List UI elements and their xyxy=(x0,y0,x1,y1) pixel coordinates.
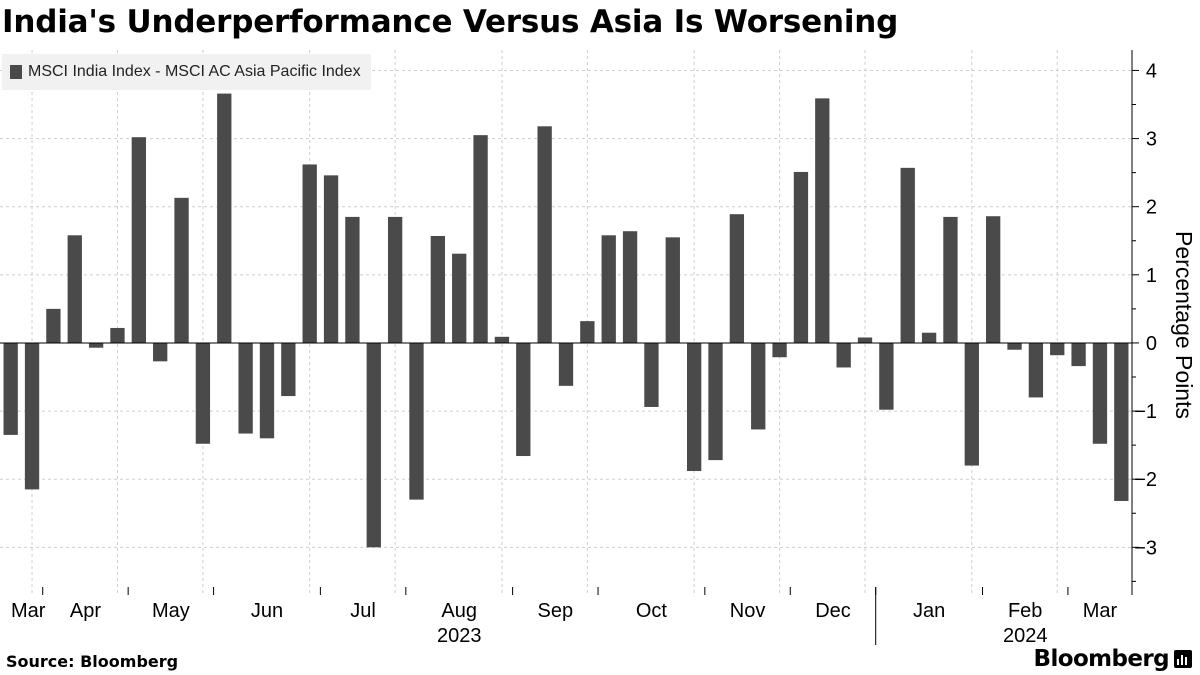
bar xyxy=(259,342,275,439)
bar xyxy=(857,337,873,343)
source-note: Source: Bloomberg xyxy=(6,652,179,671)
bar xyxy=(815,98,830,343)
bar xyxy=(366,342,381,548)
bar xyxy=(943,216,958,343)
bar xyxy=(195,342,211,444)
x-tick-label: Jul xyxy=(350,600,376,622)
bar xyxy=(387,216,403,343)
bar xyxy=(67,235,82,343)
y-tick-label: −3 xyxy=(1134,537,1157,559)
y-axis-label: Percentage Points xyxy=(1171,231,1197,419)
bar-series xyxy=(3,93,1129,548)
bar xyxy=(302,164,317,343)
brand-name: Bloomberg xyxy=(1033,646,1170,672)
bar xyxy=(131,137,146,343)
bar xyxy=(1007,342,1022,350)
y-tick-label: 2 xyxy=(1146,197,1157,219)
bar xyxy=(986,216,1001,343)
x-tick-label: Mar xyxy=(1083,600,1118,622)
bar xyxy=(1050,342,1065,356)
bar xyxy=(473,135,488,343)
bar xyxy=(580,321,595,343)
bar xyxy=(323,175,339,343)
bar xyxy=(46,308,61,343)
bar xyxy=(558,342,574,386)
bar xyxy=(494,336,510,343)
bar xyxy=(665,237,680,343)
bar xyxy=(793,171,809,343)
bar xyxy=(345,216,360,343)
bar xyxy=(836,342,851,368)
bar xyxy=(1071,342,1086,367)
bar xyxy=(601,235,616,343)
y-tick-label: 3 xyxy=(1146,129,1157,151)
bar xyxy=(1092,342,1108,444)
bar xyxy=(110,327,125,343)
year-label: 2023 xyxy=(437,625,482,647)
y-tick-label: 1 xyxy=(1146,265,1157,287)
bar xyxy=(3,342,18,435)
legend-swatch xyxy=(10,65,22,79)
bar xyxy=(772,342,787,358)
bar xyxy=(516,342,531,457)
gridlines xyxy=(0,50,1132,595)
y-tick-label: −2 xyxy=(1134,469,1157,491)
x-tick-label: Apr xyxy=(70,600,101,622)
bar xyxy=(174,197,189,343)
x-tick-label: Aug xyxy=(441,600,477,622)
y-tick-label: −1 xyxy=(1134,401,1157,423)
bar xyxy=(153,342,168,362)
bar xyxy=(452,253,467,343)
year-label: 2024 xyxy=(1003,625,1048,647)
bar xyxy=(430,235,446,343)
bar xyxy=(281,342,296,397)
bar xyxy=(751,342,766,430)
bar xyxy=(879,342,894,410)
bar xyxy=(1028,342,1044,398)
bar xyxy=(24,342,40,490)
bar xyxy=(217,93,232,343)
x-tick-label: Sep xyxy=(538,600,574,622)
x-tick-label: May xyxy=(152,600,190,622)
x-tick-label: Jun xyxy=(251,600,283,622)
bar xyxy=(921,332,937,343)
bar xyxy=(708,342,723,461)
bar-chart-icon xyxy=(1174,650,1192,668)
x-tick-label: Oct xyxy=(636,600,668,622)
bar xyxy=(900,167,915,343)
x-tick-label: Mar xyxy=(11,600,46,622)
bar xyxy=(409,342,424,500)
legend-label: MSCI India Index - MSCI AC Asia Pacific … xyxy=(28,63,361,80)
bar xyxy=(644,342,659,407)
y-tick-label: 4 xyxy=(1146,60,1157,82)
brand-logo: Bloomberg xyxy=(1034,646,1192,672)
x-tick-label: Nov xyxy=(730,600,766,622)
y-axis: −3 −2 −1 0 1 2 3 4 xyxy=(0,50,1157,595)
bar xyxy=(238,342,253,434)
bar xyxy=(88,342,104,348)
bar xyxy=(964,342,979,466)
x-tick-label: Dec xyxy=(815,600,851,622)
x-tick-label: Jan xyxy=(913,600,945,622)
bar xyxy=(686,342,702,472)
bar xyxy=(729,214,745,343)
x-tick-label: Feb xyxy=(1008,600,1042,622)
x-axis: Mar Apr May Jun Jul Aug Sep Oct Nov Dec Jan Feb Mar 2… xyxy=(11,587,1118,647)
bar xyxy=(622,231,638,343)
y-tick-label: 0 xyxy=(1146,333,1157,355)
bar xyxy=(537,126,552,343)
legend: MSCI India Index - MSCI AC Asia Pacific … xyxy=(2,54,371,90)
chart-title: India's Underperformance Versus Asia Is … xyxy=(2,4,899,40)
bar xyxy=(1114,342,1129,501)
